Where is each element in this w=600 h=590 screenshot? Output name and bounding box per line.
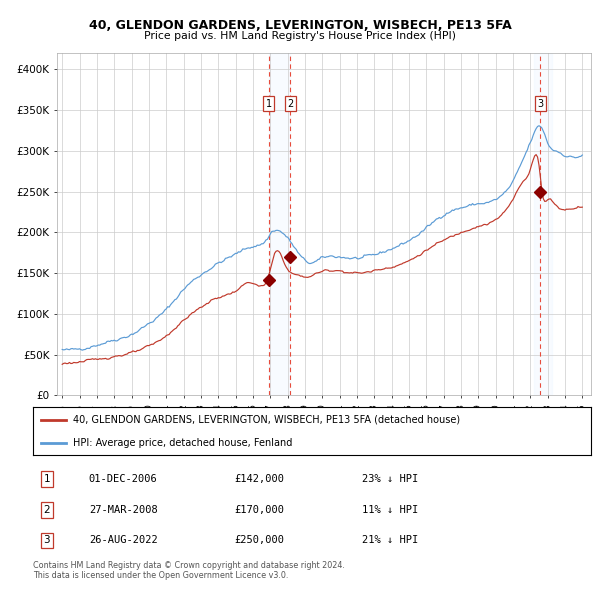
Text: 26-AUG-2022: 26-AUG-2022 bbox=[89, 536, 158, 546]
Text: 01-DEC-2006: 01-DEC-2006 bbox=[89, 474, 158, 484]
Text: 40, GLENDON GARDENS, LEVERINGTON, WISBECH, PE13 5FA (detached house): 40, GLENDON GARDENS, LEVERINGTON, WISBEC… bbox=[73, 415, 460, 425]
Text: 2: 2 bbox=[44, 505, 50, 515]
Text: 2: 2 bbox=[287, 99, 293, 109]
Text: 1: 1 bbox=[266, 99, 272, 109]
Text: 23% ↓ HPI: 23% ↓ HPI bbox=[362, 474, 418, 484]
Text: This data is licensed under the Open Government Licence v3.0.: This data is licensed under the Open Gov… bbox=[33, 571, 289, 580]
Text: 3: 3 bbox=[44, 536, 50, 546]
Text: 27-MAR-2008: 27-MAR-2008 bbox=[89, 505, 158, 515]
Text: HPI: Average price, detached house, Fenland: HPI: Average price, detached house, Fenl… bbox=[73, 438, 293, 448]
Text: £142,000: £142,000 bbox=[234, 474, 284, 484]
Text: £250,000: £250,000 bbox=[234, 536, 284, 546]
Text: 1: 1 bbox=[44, 474, 50, 484]
Bar bbox=[535, 53, 552, 395]
Bar bbox=[269, 53, 290, 395]
Text: Contains HM Land Registry data © Crown copyright and database right 2024.: Contains HM Land Registry data © Crown c… bbox=[33, 560, 345, 569]
Text: Price paid vs. HM Land Registry's House Price Index (HPI): Price paid vs. HM Land Registry's House … bbox=[144, 31, 456, 41]
Text: 21% ↓ HPI: 21% ↓ HPI bbox=[362, 536, 418, 546]
Text: £170,000: £170,000 bbox=[234, 505, 284, 515]
Text: 11% ↓ HPI: 11% ↓ HPI bbox=[362, 505, 418, 515]
Text: 3: 3 bbox=[538, 99, 544, 109]
Text: 40, GLENDON GARDENS, LEVERINGTON, WISBECH, PE13 5FA: 40, GLENDON GARDENS, LEVERINGTON, WISBEC… bbox=[89, 19, 511, 32]
